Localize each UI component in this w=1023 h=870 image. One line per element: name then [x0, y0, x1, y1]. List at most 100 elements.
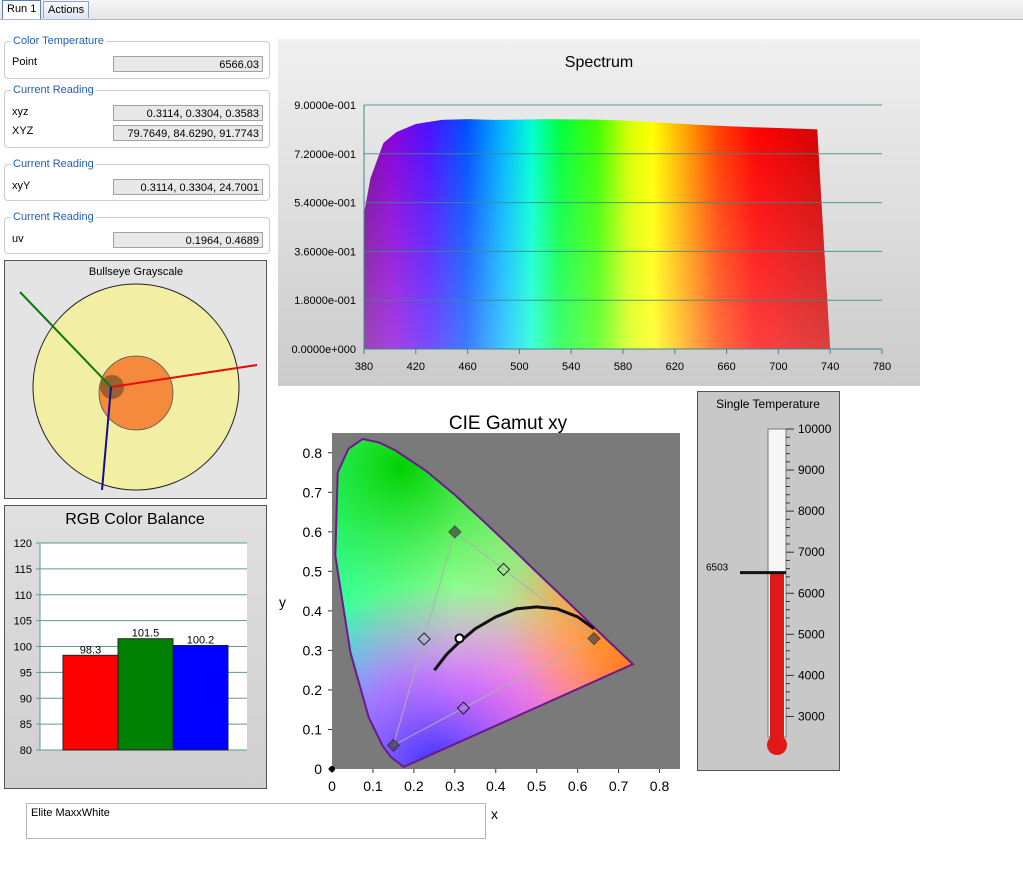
x-tick-label: 0 — [328, 778, 336, 794]
y-tick-label: 0.2 — [303, 682, 323, 698]
secondary-target-marker — [417, 632, 431, 646]
rgb-balance-chart: RGB Color Balance 80 85 90 95 100 105 110 115 12… — [14, 511, 247, 757]
XYZ-value-field[interactable]: 79.7649, 84.6290, 91.7743 — [113, 125, 263, 141]
x-tick-label: 500 — [510, 361, 528, 373]
x-tick-label: 0.2 — [404, 778, 424, 794]
spectrum-panel: Spectrum 0.0000e+000 1.8000e-001 3.6000e-0… — [278, 39, 920, 386]
color-temperature-group: Color Temperature Point 6566.03 — [4, 35, 270, 79]
current-reading-xyY-group: Current Reading xyY 0.3114, 0.3304, 24.7… — [4, 158, 270, 201]
thermometer-bulb — [767, 735, 787, 755]
group-title: Current Reading — [11, 211, 96, 223]
y-tick-label: 120 — [14, 538, 32, 550]
spectrum-chart: Spectrum 0.0000e+000 1.8000e-001 3.6000e-0… — [291, 54, 891, 373]
group-title: Current Reading — [11, 158, 96, 170]
xyz-label: xyz — [12, 106, 29, 118]
y-tick-label: 0.0000e+000 — [291, 344, 356, 356]
y-tick-label: 0.8 — [303, 445, 323, 461]
x-tick-label: 0.4 — [486, 778, 506, 794]
x-tick-label: 0.3 — [445, 778, 465, 794]
x-tick-label: 620 — [666, 361, 684, 373]
rgb-color-balance-panel: RGB Color Balance 80 85 90 95 100 105 110 115 12… — [4, 505, 267, 789]
y-tick-label: 7.2000e-001 — [294, 149, 356, 161]
scale-label: 4000 — [798, 668, 825, 682]
primary-measured-marker — [448, 525, 462, 539]
white-point-marker — [454, 633, 465, 644]
y-tick-label: 0.1 — [303, 721, 323, 737]
scale-label: 7000 — [798, 545, 825, 559]
scale-label: 5000 — [798, 627, 825, 641]
rgb-balance-title: RGB Color Balance — [65, 511, 205, 528]
current-reading-uv-group: Current Reading uv 0.1964, 0.4689 — [4, 211, 270, 254]
temperature-marker-label: 6503 — [706, 563, 729, 574]
y-tick-label: 0.4 — [303, 603, 323, 619]
red-vector — [110, 364, 258, 388]
thermometer-title: Single Temperature — [716, 397, 820, 411]
y-tick-label: 95 — [20, 667, 32, 679]
x-tick-label: 0.1 — [363, 778, 383, 794]
bar-b — [172, 644, 229, 751]
XYZ-label: XYZ — [12, 125, 34, 137]
y-tick-label: 0.3 — [303, 642, 323, 658]
y-tick-label: 0.5 — [303, 563, 323, 579]
bullseye-grayscale-panel: Bullseye Grayscale — [4, 260, 267, 499]
xyY-label: xyY — [12, 180, 31, 192]
x-tick-label: 0.5 — [527, 778, 547, 794]
tab-bar: Run 1 Actions — [0, 0, 1023, 20]
uv-value-field[interactable]: 0.1964, 0.4689 — [113, 232, 263, 248]
scale-label: 6000 — [798, 586, 825, 600]
bullseye-title: Bullseye Grayscale — [89, 266, 183, 278]
x-tick-label: 0.6 — [568, 778, 588, 794]
notes-side-label: x — [491, 806, 498, 822]
bar-g — [117, 638, 174, 751]
blue-vector — [101, 386, 112, 491]
group-title: Current Reading — [11, 84, 96, 96]
uv-label: uv — [12, 233, 24, 245]
xyz-value-field[interactable]: 0.3114, 0.3304, 0.3583 — [113, 105, 263, 121]
target-gamut-triangle — [392, 530, 595, 747]
scale-label: 10000 — [798, 422, 832, 436]
bar-value-label: 98.3 — [80, 644, 101, 656]
x-tick-label: 460 — [458, 361, 476, 373]
x-tick-label: 700 — [769, 361, 787, 373]
x-tick-label: 380 — [355, 361, 373, 373]
cie-gamut-panel: CIE Gamut xy 0 0.1 0.2 0.3 0.4 0.5 0.6 0.7 0.8 0 0… — [270, 405, 688, 800]
notes-field[interactable]: Elite MaxxWhite — [26, 803, 486, 839]
tab-actions[interactable]: Actions — [43, 1, 90, 18]
tab-run-1[interactable]: Run 1 — [2, 0, 42, 19]
y-tick-label: 0.7 — [303, 484, 323, 500]
x-tick-label: 540 — [562, 361, 580, 373]
x-tick-label: 740 — [821, 361, 839, 373]
bar-value-label: 100.2 — [187, 634, 215, 646]
secondary-target-marker — [496, 562, 511, 577]
y-tick-label: 100 — [14, 642, 32, 654]
spectrum-title: Spectrum — [565, 54, 633, 71]
cie-title: CIE Gamut xy — [449, 413, 568, 434]
xyY-value-field[interactable]: 0.3114, 0.3304, 24.7001 — [113, 179, 263, 195]
y-tick-label: 85 — [20, 719, 32, 731]
point-value-field[interactable]: 6566.03 — [113, 56, 263, 72]
scale-label: 8000 — [798, 504, 825, 518]
y-tick-label: 105 — [14, 616, 32, 628]
x-tick-label: 0.8 — [650, 778, 670, 794]
y-tick-label: 5.4000e-001 — [294, 198, 356, 210]
x-tick-label: 660 — [717, 361, 735, 373]
x-tick-label: 780 — [873, 361, 891, 373]
y-tick-label: 90 — [20, 693, 32, 705]
y-tick-label: 0.6 — [303, 524, 323, 540]
green-vector — [19, 291, 112, 388]
single-temperature-panel: Single Temperature 3000 4000 5000 6000 7000 8… — [697, 391, 840, 771]
spectrum-shade — [364, 119, 831, 349]
primary-measured-marker — [587, 631, 601, 646]
y-tick-label: 0 — [314, 761, 322, 777]
group-title: Color Temperature — [11, 35, 106, 47]
y-tick-label: 3.6000e-001 — [294, 246, 356, 258]
current-reading-xyz-group: Current Reading xyz 0.3114, 0.3304, 0.35… — [4, 84, 270, 148]
x-tick-label: 420 — [407, 361, 425, 373]
thermometer-chart: Single Temperature 3000 4000 5000 6000 7000 8… — [706, 397, 832, 755]
thermometer-mercury — [770, 572, 784, 737]
x-tick-label: 580 — [614, 361, 632, 373]
point-label: Point — [12, 56, 38, 68]
origin-marker — [329, 766, 335, 772]
secondary-target-marker — [456, 701, 471, 715]
scale-label: 3000 — [798, 709, 825, 723]
